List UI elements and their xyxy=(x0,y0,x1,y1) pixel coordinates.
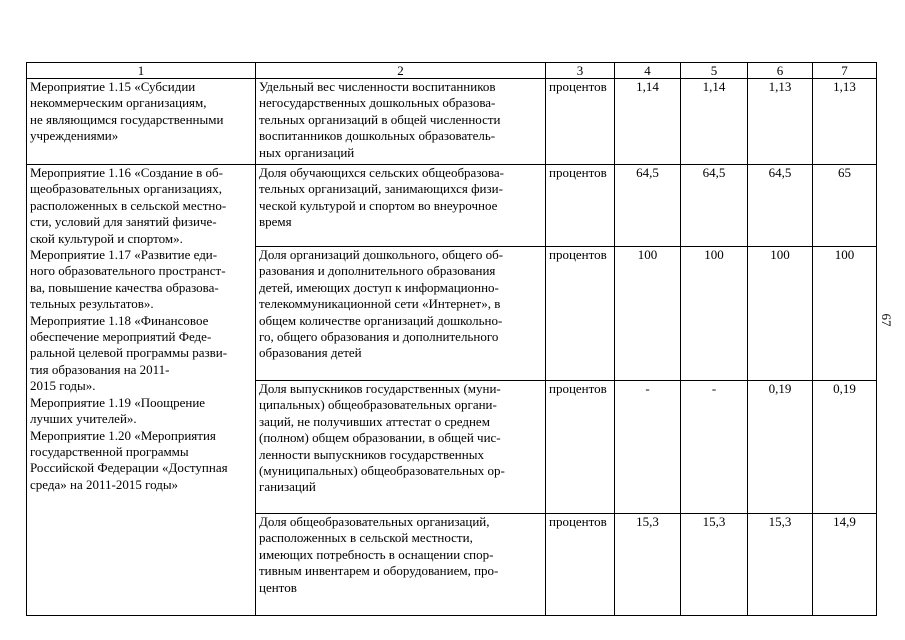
value-cell: 100 xyxy=(680,246,748,381)
indicator-cell: Доля обучающихся сельских общеобразова- … xyxy=(255,164,546,247)
indicator-cell: Доля выпускников государственных (муни- … xyxy=(255,380,546,514)
indicators-table: 1 2 3 4 5 6 7 Мероприятие 1.15 «Субсидии… xyxy=(26,62,877,616)
page-number: 67 xyxy=(879,313,894,327)
unit-cell: процентов xyxy=(545,246,615,381)
value-cell: 0,19 xyxy=(812,380,877,514)
value-cell: 1,13 xyxy=(812,78,877,165)
indicator-cell: Доля общеобразовательных организаций, ра… xyxy=(255,513,546,616)
unit-cell: процентов xyxy=(545,164,615,247)
column-header: 6 xyxy=(747,62,813,79)
unit-cell: процентов xyxy=(545,513,615,616)
indicator-cell: Доля организаций дошкольного, общего об-… xyxy=(255,246,546,381)
table-row: Доля общеобразовательных организаций, ра… xyxy=(27,513,877,616)
value-cell: 64,5 xyxy=(747,164,813,247)
indicator-cell: Удельный вес численности воспитанников н… xyxy=(255,78,546,165)
value-cell: 64,5 xyxy=(680,164,748,247)
value-cell: 100 xyxy=(747,246,813,381)
value-cell: - xyxy=(680,380,748,514)
table-header-row: 1 2 3 4 5 6 7 xyxy=(26,62,877,79)
table-row: Мероприятие 1.15 «Субсидии некоммерчески… xyxy=(26,78,877,165)
unit-cell: процентов xyxy=(545,78,615,165)
value-cell: 14,9 xyxy=(812,513,877,616)
value-cell: 15,3 xyxy=(680,513,748,616)
column-header: 5 xyxy=(680,62,748,79)
value-cell: 64,5 xyxy=(614,164,681,247)
column-header: 4 xyxy=(614,62,681,79)
unit-cell: процентов xyxy=(545,380,615,514)
value-cell: 15,3 xyxy=(614,513,681,616)
column-header: 1 xyxy=(26,62,256,79)
table-row: Мероприятие 1.16 «Создание в об- щеобраз… xyxy=(26,164,877,616)
table-row: Доля организаций дошкольного, общего об-… xyxy=(27,246,877,381)
value-cell: 65 xyxy=(812,164,877,247)
value-cell: 0,19 xyxy=(747,380,813,514)
value-cell: 1,14 xyxy=(614,78,681,165)
column-header: 3 xyxy=(545,62,615,79)
value-cell: 1,14 xyxy=(680,78,748,165)
value-cell: 1,13 xyxy=(747,78,813,165)
value-cell: - xyxy=(614,380,681,514)
value-cell: 100 xyxy=(812,246,877,381)
column-header: 7 xyxy=(812,62,877,79)
value-cell: 15,3 xyxy=(747,513,813,616)
column-header: 2 xyxy=(255,62,546,79)
value-cell: 100 xyxy=(614,246,681,381)
measure-cell: Мероприятие 1.16 «Создание в об- щеобраз… xyxy=(26,164,256,616)
measure-cell: Мероприятие 1.15 «Субсидии некоммерчески… xyxy=(26,78,256,165)
